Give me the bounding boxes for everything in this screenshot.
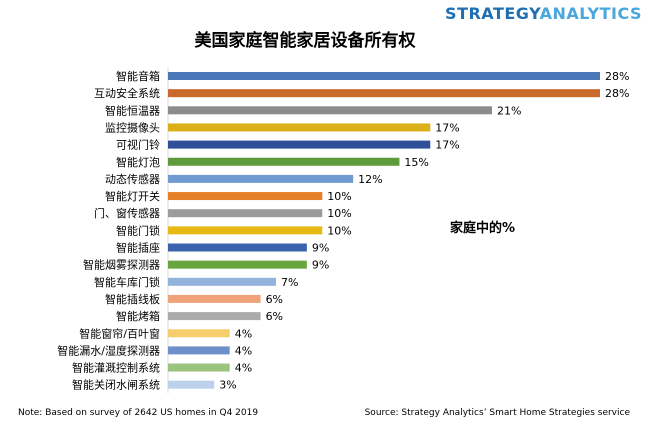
chart-title: 美国家庭智能家居设备所有权 xyxy=(195,30,417,51)
category-label: 门、窗传感器 xyxy=(94,206,160,220)
value-label: 4% xyxy=(235,327,252,340)
bar xyxy=(168,329,230,338)
bar xyxy=(168,106,492,115)
logo-part-analytics: ANALYTICS xyxy=(539,4,642,23)
category-label: 智能恒温器 xyxy=(105,103,160,117)
footnote: Note: Based on survey of 2642 US homes i… xyxy=(18,408,258,418)
category-label: 智能窗帘/百叶窗 xyxy=(79,326,160,340)
category-label: 智能漏水/湿度探测器 xyxy=(57,343,160,357)
value-label: 21% xyxy=(497,104,521,117)
category-label: 监控摄像头 xyxy=(105,120,160,134)
value-label: 4% xyxy=(235,362,252,375)
value-label: 7% xyxy=(281,276,298,289)
category-label: 智能门锁 xyxy=(116,223,160,237)
bar xyxy=(168,157,400,166)
category-label: 智能车库门锁 xyxy=(94,275,160,289)
value-label: 10% xyxy=(327,190,351,203)
bar xyxy=(168,294,261,303)
bar xyxy=(168,140,431,149)
bar xyxy=(168,226,323,235)
source-note: Source: Strategy Analytics’ Smart Home S… xyxy=(365,408,631,418)
category-label: 互动安全系统 xyxy=(94,86,160,100)
value-label: 4% xyxy=(235,344,252,357)
bar xyxy=(168,380,215,389)
category-label: 智能烤箱 xyxy=(116,309,160,323)
bar xyxy=(168,89,600,98)
value-label: 9% xyxy=(312,242,329,255)
value-label: 9% xyxy=(312,259,329,272)
logo-part-strategy: STRATEGY xyxy=(445,4,540,23)
bar xyxy=(168,174,354,183)
bar xyxy=(168,346,230,355)
category-label: 智能音箱 xyxy=(116,69,160,83)
strategy-analytics-logo: STRATEGYANALYTICS xyxy=(445,4,642,23)
bar xyxy=(168,260,307,269)
value-label: 3% xyxy=(219,379,236,392)
category-label: 动态传感器 xyxy=(105,173,160,186)
value-label: 10% xyxy=(327,224,351,237)
category-label: 智能灌溉控制系统 xyxy=(72,361,160,375)
value-label: 17% xyxy=(435,121,459,134)
category-label: 智能插座 xyxy=(116,241,160,255)
value-label: 6% xyxy=(266,310,283,323)
bar xyxy=(168,72,600,80)
category-label: 智能灯开关 xyxy=(105,189,160,203)
value-label: 12% xyxy=(358,173,382,186)
category-label: 智能插线板 xyxy=(105,292,160,306)
bar xyxy=(168,123,431,132)
category-label: 可视门铃 xyxy=(116,138,160,152)
bar xyxy=(168,209,323,218)
category-label: 智能烟雾探测器 xyxy=(83,258,160,272)
category-label: 智能关闭水闸系统 xyxy=(72,378,160,392)
value-label: 28% xyxy=(605,70,629,83)
value-label: 6% xyxy=(266,293,283,306)
value-label: 10% xyxy=(327,207,351,220)
chart-annotation: 家庭中的% xyxy=(450,220,515,236)
bars-group: 智能音箱 28% 互动安全系统 28% 智能恒温器 21% 监控摄像头 17% 可视门铃 17% 智… xyxy=(57,69,629,392)
value-label: 17% xyxy=(435,139,459,152)
bar xyxy=(168,192,323,201)
category-label: 智能灯泡 xyxy=(116,155,160,169)
value-label: 15% xyxy=(404,156,428,169)
bar xyxy=(168,363,230,372)
bar xyxy=(168,277,276,286)
bar xyxy=(168,312,261,321)
value-label: 28% xyxy=(605,87,629,100)
bar xyxy=(168,243,307,252)
